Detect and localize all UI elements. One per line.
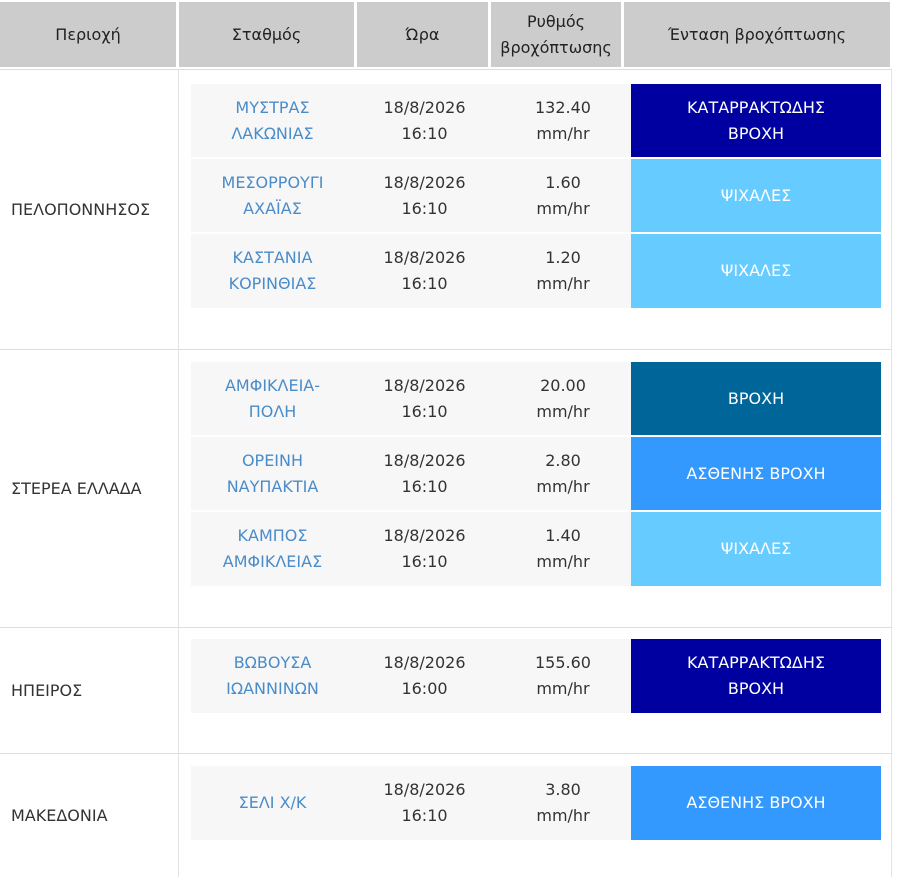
region-divider (0, 627, 892, 628)
station-time: 18/8/2026 16:10 (383, 526, 466, 571)
rain-rate: 2.80 mm/hr (536, 451, 590, 496)
row-separator (191, 232, 881, 233)
station-row: ΚΑΜΠΟΣ ΑΜΦΙΚΛΕΙΑΣ 18/8/2026 16:10 1.40 mm/… (191, 512, 881, 586)
rain-rate: 1.40 mm/hr (536, 526, 590, 571)
header-station-label: Σταθμός (231, 24, 302, 44)
region-name: ΜΑΚΕΔΟΝΙΑ (11, 805, 108, 825)
station-link[interactable]: ΟΡΕΙΝΗ ΝΑΥΠΑΚΤΙΑ (226, 451, 319, 496)
intensity-badge: ΨΙΧΑΛΕΣ (631, 234, 881, 308)
region-divider (0, 349, 892, 350)
header-station[interactable]: Σταθμός (179, 2, 354, 67)
station-link[interactable]: ΒΩΒΟΥΣΑ ΙΩΑΝΝΙΝΩΝ (226, 653, 319, 698)
rain-rate: 1.60 mm/hr (536, 173, 590, 218)
station-time: 18/8/2026 16:10 (383, 451, 466, 496)
column-divider (178, 69, 179, 349)
column-divider (178, 753, 179, 877)
region-group: ΜΑΚΕΔΟΝΙΑ ΣΕΛΙ Χ/Κ 18/8/2026 16:10 3.80 mm/… (0, 753, 892, 877)
intensity-badge: ΒΡΟΧΗ (631, 362, 881, 436)
station-time: 18/8/2026 16:10 (383, 98, 466, 143)
column-divider (178, 627, 179, 753)
station-row: ΜΕΣΟΡΡΟΥΓΙ ΑΧΑΪΑΣ 18/8/2026 16:10 1.60 mm/… (191, 159, 881, 233)
intensity-badge: ΚΑΤΑΡΡΑΚΤΩΔΗΣ ΒΡΟΧΗ (631, 84, 881, 158)
region-group: ΗΠΕΙΡΟΣ ΒΩΒΟΥΣΑ ΙΩΑΝΝΙΝΩΝ 18/8/2026 16:00 1… (0, 627, 892, 753)
intensity-badge: ΨΙΧΑΛΕΣ (631, 512, 881, 586)
station-time: 18/8/2026 16:10 (383, 248, 466, 293)
station-time: 18/8/2026 16:10 (383, 780, 466, 825)
region-name: ΣΤΕΡΕΑ ΕΛΛΑΔΑ (11, 478, 142, 498)
station-link[interactable]: ΚΑΜΠΟΣ ΑΜΦΙΚΛΕΙΑΣ (222, 526, 323, 571)
header-region-label: Περιοχή (55, 24, 121, 44)
station-row: ΣΕΛΙ Χ/Κ 18/8/2026 16:10 3.80 mm/hr ΑΣΘΕΝΗΣ… (191, 766, 881, 840)
rain-rate: 155.60 mm/hr (535, 653, 591, 698)
header-region[interactable]: Περιοχή (0, 2, 176, 67)
rain-rate: 20.00 mm/hr (536, 376, 590, 421)
header-rate[interactable]: Ρυθμός βροχόπτωσης (491, 2, 621, 67)
header-time[interactable]: Ώρα (357, 2, 488, 67)
header-time-label: Ώρα (405, 24, 440, 44)
station-link[interactable]: ΑΜΦΙΚΛΕΙΑ- ΠΟΛΗ (224, 376, 321, 421)
table-right-border (891, 753, 892, 877)
rain-rate: 1.20 mm/hr (536, 248, 590, 293)
intensity-badge: ΑΣΘΕΝΗΣ ΒΡΟΧΗ (631, 766, 881, 840)
row-separator (191, 510, 881, 511)
region-divider (0, 753, 892, 754)
header-intensity-label: Ένταση βροχόπτωσης (668, 24, 846, 44)
region-group: ΠΕΛΟΠΟΝΝΗΣΟΣ ΜΥΣΤΡΑΣ ΛΑΚΩΝΙΑΣ 18/8/2026 16… (0, 69, 892, 349)
column-divider (178, 349, 179, 627)
station-row: ΜΥΣΤΡΑΣ ΛΑΚΩΝΙΑΣ 18/8/2026 16:10 132.40 mm… (191, 84, 881, 158)
region-group: ΣΤΕΡΕΑ ΕΛΛΑΔΑ ΑΜΦΙΚΛΕΙΑ- ΠΟΛΗ 18/8/2026 16… (0, 349, 892, 627)
row-separator (191, 435, 881, 436)
station-time: 18/8/2026 16:10 (383, 376, 466, 421)
table-right-border (891, 349, 892, 627)
region-name: ΗΠΕΙΡΟΣ (11, 680, 83, 700)
station-link[interactable]: ΣΕΛΙ Χ/Κ (238, 793, 307, 812)
station-link[interactable]: ΜΕΣΟΡΡΟΥΓΙ ΑΧΑΪΑΣ (221, 173, 324, 218)
rain-rate: 132.40 mm/hr (535, 98, 591, 143)
region-name: ΠΕΛΟΠΟΝΝΗΣΟΣ (11, 199, 151, 219)
station-link[interactable]: ΜΥΣΤΡΑΣ ΛΑΚΩΝΙΑΣ (231, 98, 314, 143)
intensity-badge: ΑΣΘΕΝΗΣ ΒΡΟΧΗ (631, 437, 881, 511)
region-divider (0, 69, 892, 70)
intensity-badge: ΨΙΧΑΛΕΣ (631, 159, 881, 233)
header-rate-label: Ρυθμός βροχόπτωσης (500, 11, 612, 57)
table-right-border (891, 627, 892, 753)
station-row: ΒΩΒΟΥΣΑ ΙΩΑΝΝΙΝΩΝ 18/8/2026 16:00 155.60 m… (191, 639, 881, 713)
station-row: ΚΑΣΤΑΝΙΑ ΚΟΡΙΝΘΙΑΣ 18/8/2026 16:10 1.20 mm… (191, 234, 881, 308)
row-separator (191, 157, 881, 158)
station-time: 18/8/2026 16:00 (383, 653, 466, 698)
table-right-border (891, 69, 892, 349)
intensity-badge: ΚΑΤΑΡΡΑΚΤΩΔΗΣ ΒΡΟΧΗ (631, 639, 881, 713)
station-time: 18/8/2026 16:10 (383, 173, 466, 218)
station-link[interactable]: ΚΑΣΤΑΝΙΑ ΚΟΡΙΝΘΙΑΣ (228, 248, 317, 293)
station-row: ΑΜΦΙΚΛΕΙΑ- ΠΟΛΗ 18/8/2026 16:10 20.00 mm/h… (191, 362, 881, 436)
rain-rate: 3.80 mm/hr (536, 780, 590, 825)
station-row: ΟΡΕΙΝΗ ΝΑΥΠΑΚΤΙΑ 18/8/2026 16:10 2.80 mm/h… (191, 437, 881, 511)
header-intensity[interactable]: Ένταση βροχόπτωσης (624, 2, 890, 67)
